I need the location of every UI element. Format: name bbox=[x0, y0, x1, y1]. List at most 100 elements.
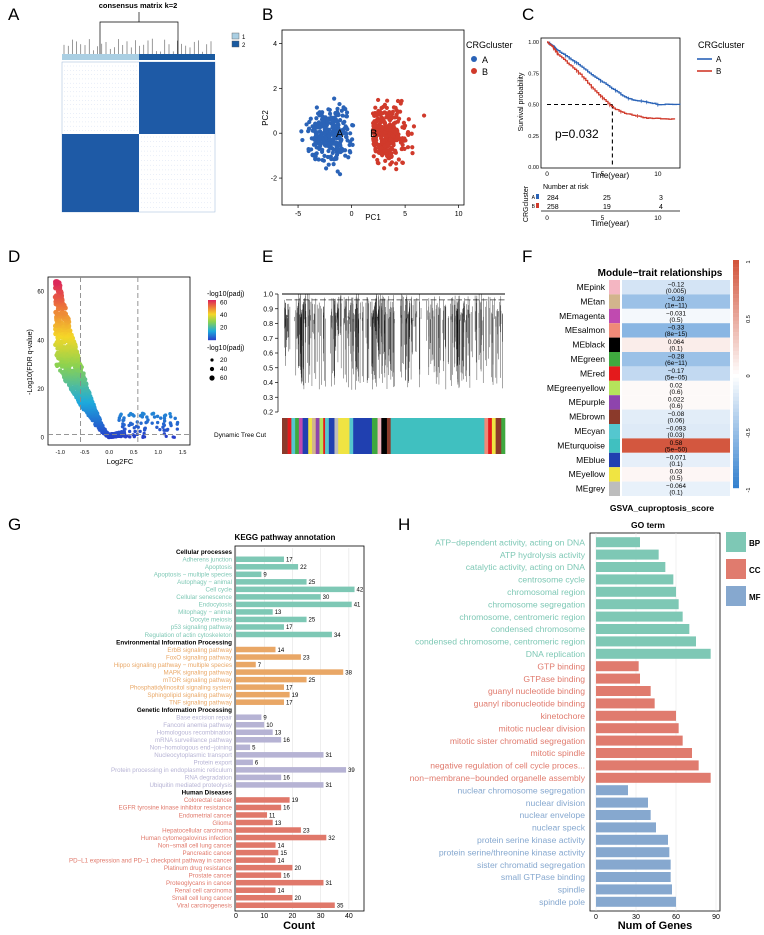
heatmap-x-label: GSVA_cuproptosis_score bbox=[610, 503, 715, 513]
go-bar bbox=[596, 735, 683, 746]
pca-point-b bbox=[394, 112, 399, 117]
scale-segment bbox=[733, 415, 739, 420]
scale-segment bbox=[733, 404, 739, 409]
kegg-group-header: Cellular processes bbox=[176, 549, 232, 556]
kegg-value-label: 20 bbox=[294, 866, 301, 872]
pca-point-a bbox=[325, 120, 330, 125]
go-term-label: mitotic spindle bbox=[531, 748, 586, 758]
km-legend-a: A bbox=[716, 55, 722, 64]
kegg-term-label: Sphingolipid signaling pathway bbox=[147, 692, 233, 699]
kegg-term-label: Small cell lung cancer bbox=[172, 895, 232, 902]
dendrogram-y-tick-label: 0.7 bbox=[263, 336, 273, 343]
go-term-label: nuclear division bbox=[526, 798, 585, 808]
pca-point-b bbox=[371, 154, 376, 159]
colorbar-segment bbox=[208, 325, 216, 327]
pca-point-a bbox=[330, 132, 335, 137]
scale-segment bbox=[733, 434, 739, 439]
pca-point-b bbox=[389, 154, 394, 159]
go-term-label: ATP−dependent activity, acting on DNA bbox=[435, 537, 585, 547]
go-term-label: protein serine/threonine kinase activity bbox=[439, 847, 586, 857]
module-segment bbox=[377, 418, 382, 454]
panel-label-h: H bbox=[398, 515, 410, 534]
go-term-label: DNA replication bbox=[526, 649, 585, 659]
module-label: MEsalmon bbox=[565, 325, 605, 335]
volcano-point bbox=[173, 416, 177, 421]
pca-point-a bbox=[330, 125, 335, 130]
scale-segment bbox=[733, 461, 739, 466]
kegg-term-label: Base excision repair bbox=[176, 714, 232, 721]
volcano-x-tick-label: 0.0 bbox=[105, 450, 113, 456]
module-segment bbox=[386, 418, 391, 454]
colorbar-segment bbox=[208, 335, 216, 337]
pca-point-b bbox=[400, 125, 405, 130]
kegg-bar bbox=[236, 721, 265, 728]
colorbar-segment bbox=[208, 328, 216, 330]
colorbar-segment bbox=[208, 304, 216, 306]
pca-point-b bbox=[395, 98, 401, 104]
pca-point-a bbox=[332, 96, 337, 101]
scale-segment bbox=[733, 469, 739, 473]
pca-panel: -5 0 5 10 -2 0 2 4 A B PC1 PC2 CRGcluster A B bbox=[261, 29, 513, 222]
heatmap-cell bbox=[622, 481, 730, 496]
pca-point-b bbox=[376, 142, 382, 148]
kegg-group-header: Human Diseases bbox=[182, 790, 233, 797]
kegg-value-label: 25 bbox=[309, 678, 316, 684]
go-bar bbox=[596, 896, 676, 907]
scale-segment bbox=[733, 453, 739, 458]
module-swatch bbox=[609, 366, 620, 381]
pca-point-a bbox=[350, 123, 356, 128]
scale-segment bbox=[733, 317, 739, 321]
heatmap-cell-r: 0.03 bbox=[670, 469, 683, 476]
volcano-point bbox=[158, 428, 162, 432]
kegg-value-label: 11 bbox=[269, 813, 276, 819]
volcano-point bbox=[162, 419, 167, 423]
scale-segment bbox=[733, 366, 739, 371]
go-legend-label: BP bbox=[749, 539, 761, 548]
dendrogram-y-tick-label: 0.8 bbox=[263, 321, 273, 328]
colorbar-segment bbox=[208, 315, 216, 317]
heatmap-cell-p: (0.6) bbox=[669, 389, 682, 396]
volcano-panel: -1.0 -0.5 0.0 0.5 1.0 1.5 0 20 40 60 -Log10(FDR q… bbox=[27, 276, 244, 466]
pca-point-a bbox=[343, 153, 348, 158]
module-segment bbox=[298, 418, 303, 454]
pca-point-b bbox=[387, 122, 393, 127]
km-pvalue: p=0.032 bbox=[555, 127, 599, 141]
kegg-value-label: 23 bbox=[303, 828, 310, 834]
heatmap-cell-p: (5e−50) bbox=[665, 446, 688, 453]
kegg-bar bbox=[236, 594, 321, 600]
kegg-value-label: 13 bbox=[275, 731, 282, 737]
pca-point-a bbox=[327, 111, 333, 116]
volcano-plot-frame bbox=[47, 276, 191, 446]
pca-point-a bbox=[332, 156, 337, 162]
volcano-size-legend: 20 40 60 bbox=[209, 357, 228, 382]
pca-point-b bbox=[382, 144, 388, 149]
kegg-bar bbox=[236, 691, 290, 698]
pca-point-a bbox=[348, 150, 353, 155]
heatmap-cell bbox=[622, 280, 730, 295]
module-segment bbox=[495, 418, 502, 454]
pca-point-b bbox=[387, 125, 392, 130]
go-legend-label: CC bbox=[749, 566, 761, 575]
pca-point-b bbox=[400, 160, 405, 165]
heatmap-cell-r: −0.12 bbox=[668, 282, 685, 289]
pca-point-a bbox=[321, 140, 327, 145]
heatmap-cell bbox=[622, 395, 730, 410]
volcano-point bbox=[166, 427, 170, 432]
kegg-term-label: Autophagy − animal bbox=[177, 579, 232, 586]
risk-row-a-swatch bbox=[536, 194, 539, 199]
kegg-value-label: 31 bbox=[325, 783, 332, 789]
kegg-term-label: RNA degradation bbox=[185, 775, 233, 782]
kegg-term-label: Glioma bbox=[212, 820, 232, 827]
heatmap-cell-p: (6e−11) bbox=[665, 360, 687, 367]
heatmap-cell-p: (0.1) bbox=[669, 346, 682, 353]
kegg-bar bbox=[236, 834, 327, 841]
module-swatch bbox=[609, 424, 620, 439]
scale-segment bbox=[733, 480, 739, 485]
module-segment bbox=[308, 418, 313, 454]
go-term-label: chromosome, centromeric region bbox=[459, 612, 585, 622]
scale-tick-label: 0 bbox=[746, 374, 752, 377]
volcano-point bbox=[128, 411, 133, 416]
go-legend-swatch bbox=[726, 532, 746, 552]
volcano-size-legend-title: -log10(padj) bbox=[207, 345, 244, 352]
module-label: MEmagenta bbox=[559, 311, 605, 321]
